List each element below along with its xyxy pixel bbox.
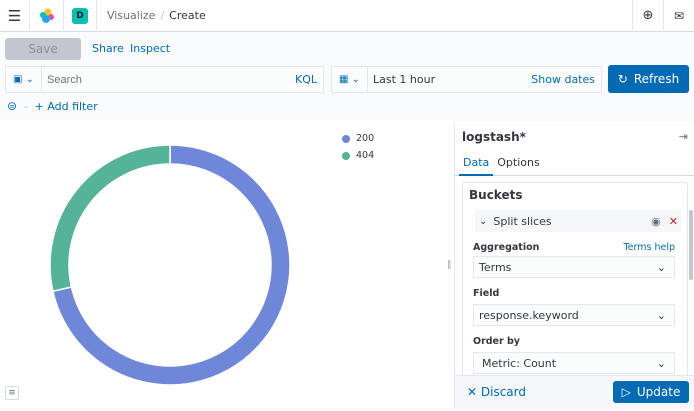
chevron-down-icon: ⌄ (656, 308, 666, 322)
aggregation-value: Terms (479, 260, 512, 274)
update-label: Update (636, 385, 681, 399)
show-dates-link[interactable]: Show dates (531, 73, 595, 86)
share-link[interactable]: Share (92, 42, 124, 55)
chevron-down-icon: ⌄ (479, 215, 488, 227)
space-avatar: D (72, 7, 88, 24)
terms-help-link[interactable]: Terms help (623, 242, 675, 253)
play-icon: ▷ (621, 385, 631, 399)
save-icon: ▣ ⌄ (12, 74, 34, 85)
legend: 200 404 (342, 130, 374, 164)
legend-dot-icon (342, 151, 350, 160)
kql-toggle[interactable]: KQL (295, 73, 317, 86)
pie-slice-404[interactable] (49, 144, 171, 293)
search-input[interactable] (42, 73, 295, 86)
sidebar-footer: ✕ Discard ▷ Update (455, 375, 694, 408)
legend-label: 200 (356, 133, 375, 144)
pie-slice-200[interactable] (51, 144, 291, 386)
collapse-sidebar-button[interactable]: ⇥ (679, 130, 688, 143)
list-icon: ≡ (8, 388, 16, 398)
legend-item-200[interactable]: 200 (342, 130, 374, 147)
newsfeed-button[interactable]: ✉ (664, 0, 694, 32)
order-by-select[interactable]: Metric: Count ⌄ (473, 352, 675, 374)
donut-chart (49, 144, 291, 386)
tab-options[interactable]: Options (497, 156, 540, 169)
refresh-button[interactable]: ↻ Refresh (608, 65, 689, 93)
chevron-down-icon: ⌄ (656, 356, 666, 370)
time-picker: ▦ ⌄ Last 1 hour Show dates (331, 66, 602, 93)
legend-label: 404 (356, 150, 375, 161)
buckets-panel: Buckets ⌄ Split slices ◉ ✕ Aggregation T… (462, 182, 688, 382)
add-filter-link[interactable]: + Add filter (34, 99, 98, 113)
inspect-link[interactable]: Inspect (130, 42, 171, 55)
filter-bar: ⊜ – + Add filter (7, 99, 98, 113)
visualization-area: 200 404 ≡ ‖ (0, 120, 454, 408)
scrollbar[interactable] (689, 210, 693, 280)
field-value: response.keyword (479, 308, 579, 322)
kibana-logo[interactable] (30, 0, 64, 32)
close-icon[interactable]: ✕ (668, 214, 678, 228)
tab-data[interactable]: Data (459, 152, 494, 176)
elastic-logo-icon (39, 8, 54, 23)
menu-button[interactable]: ☰ (0, 0, 30, 32)
aggregation-select[interactable]: Terms ⌄ (473, 256, 675, 278)
quick-select-button[interactable]: ▦ ⌄ (332, 67, 368, 92)
legend-item-404[interactable]: 404 (342, 147, 374, 164)
top-header: ☰ D Visualize / Create ⊕ ✉ (0, 0, 694, 32)
breadcrumb-visualize[interactable]: Visualize (107, 9, 156, 22)
aggregation-label: Aggregation (473, 242, 540, 253)
filter-icon[interactable]: ⊜ (7, 99, 18, 113)
saved-query-button[interactable]: ▣ ⌄ (6, 67, 42, 92)
refresh-icon: ↻ (617, 72, 628, 86)
collapse-icon: ⇥ (678, 130, 688, 143)
order-by-value: Metric: Count (482, 356, 557, 370)
mail-icon: ✉ (673, 8, 685, 23)
refresh-label: Refresh (633, 72, 680, 86)
help-icon: ⊕ (642, 8, 654, 23)
order-by-label: Order by (473, 336, 520, 347)
resize-handle[interactable]: ‖ (447, 260, 452, 270)
eye-icon[interactable]: ◉ (651, 214, 661, 228)
space-selector[interactable]: D (64, 0, 97, 32)
field-select[interactable]: response.keyword ⌄ (473, 304, 675, 326)
index-pattern-title: logstash* (462, 130, 526, 144)
update-button[interactable]: ▷ Update (613, 381, 689, 403)
breadcrumb: Visualize / Create (107, 9, 206, 22)
bucket-title: Split slices (493, 214, 552, 228)
legend-dot-icon (342, 134, 350, 143)
chevron-down-icon: ⌄ (656, 260, 666, 274)
hamburger-icon: ☰ (7, 6, 22, 25)
time-range[interactable]: Last 1 hour (373, 73, 436, 86)
buckets-title: Buckets (469, 188, 523, 202)
field-label: Field (473, 288, 500, 299)
editor-sidebar: logstash* ⇥ Data Options Buckets ⌄ Split… (454, 122, 694, 408)
calendar-icon: ▦ ⌄ (338, 74, 360, 85)
query-bar: ▣ ⌄ KQL (5, 66, 324, 93)
help-button[interactable]: ⊕ (632, 0, 664, 32)
discard-button[interactable]: ✕ Discard (467, 385, 526, 399)
legend-toggle-button[interactable]: ≡ (5, 386, 19, 400)
split-slices-header[interactable]: ⌄ Split slices ◉ ✕ (475, 210, 681, 232)
discard-label: Discard (480, 385, 526, 399)
save-button[interactable]: Save (5, 38, 81, 60)
sidebar-tabs: Data Options (455, 152, 694, 176)
breadcrumb-create: Create (169, 9, 206, 22)
